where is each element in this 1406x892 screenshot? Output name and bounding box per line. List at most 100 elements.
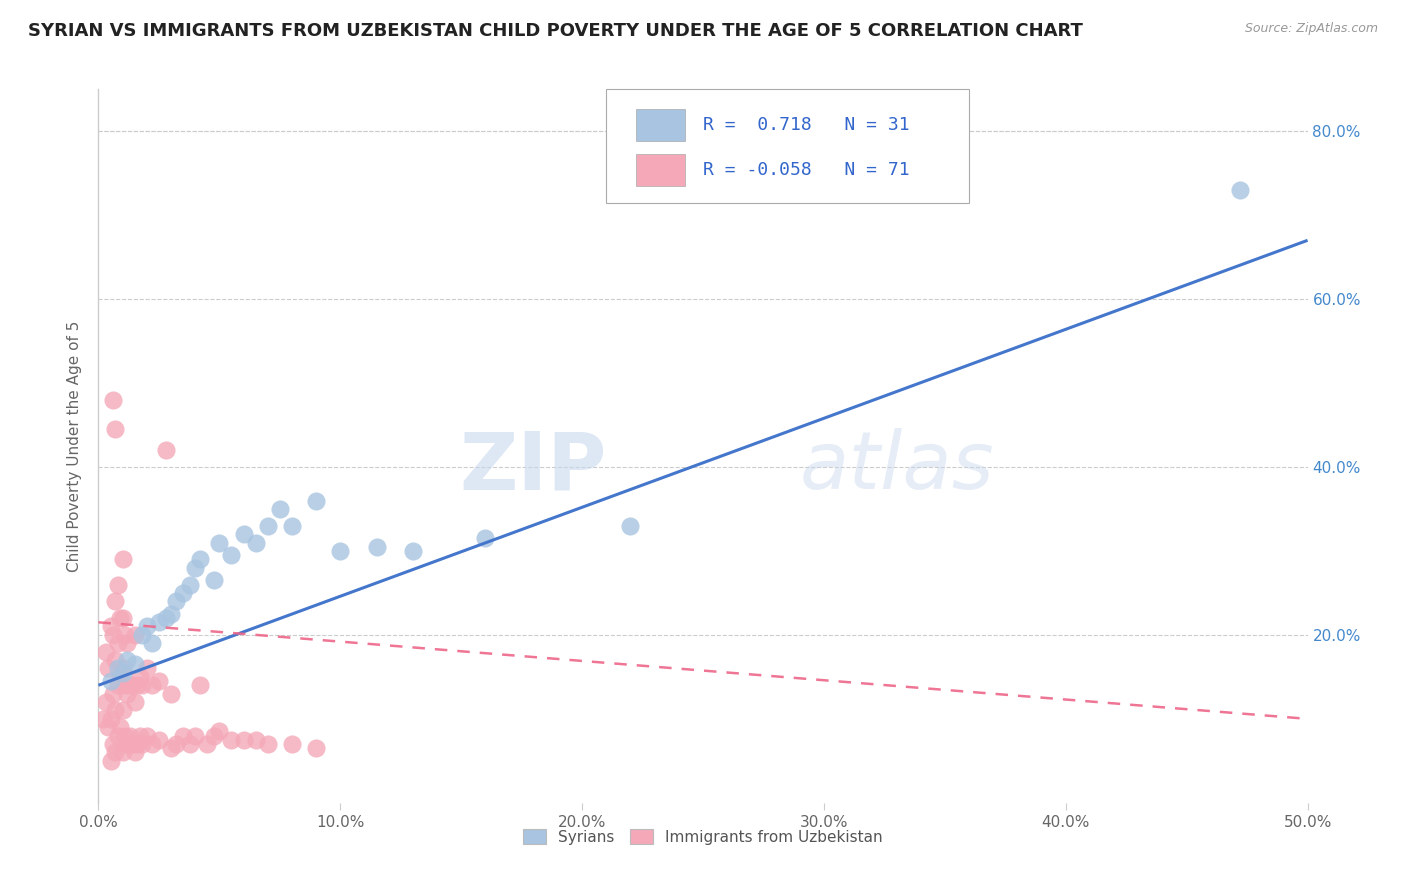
Point: [474, 532, 496, 546]
Point: [104, 422, 127, 436]
Point: [117, 687, 139, 701]
Point: [184, 560, 207, 574]
Point: [131, 737, 153, 751]
Point: [256, 518, 278, 533]
Point: [204, 729, 226, 743]
Point: [135, 729, 157, 743]
Point: [188, 552, 211, 566]
Point: [111, 552, 134, 566]
Point: [160, 687, 183, 701]
Point: [128, 729, 150, 743]
Point: [128, 670, 150, 684]
Point: [97, 720, 120, 734]
Point: [245, 535, 267, 549]
Point: [121, 678, 143, 692]
Point: [107, 636, 129, 650]
Y-axis label: Child Poverty Under the Age of 5: Child Poverty Under the Age of 5: [67, 320, 83, 572]
Point: [165, 737, 187, 751]
Point: [108, 670, 131, 684]
Point: [281, 518, 304, 533]
Point: [141, 737, 163, 751]
Point: [101, 737, 124, 751]
Point: [148, 732, 170, 747]
Point: [108, 611, 131, 625]
FancyBboxPatch shape: [637, 109, 685, 141]
Point: [221, 548, 243, 562]
Point: [100, 674, 122, 689]
Point: [305, 741, 328, 756]
Point: [104, 653, 127, 667]
Point: [141, 678, 163, 692]
Point: [131, 678, 153, 692]
Point: [111, 611, 134, 625]
Legend: Syrians, Immigrants from Uzbekistan: Syrians, Immigrants from Uzbekistan: [516, 821, 890, 852]
Point: [100, 754, 122, 768]
Point: [208, 724, 231, 739]
Point: [1229, 183, 1251, 197]
Point: [148, 615, 170, 630]
Point: [107, 577, 129, 591]
Point: [121, 737, 143, 751]
Point: [160, 607, 183, 621]
Point: [155, 611, 177, 625]
Point: [232, 527, 254, 541]
Point: [172, 729, 194, 743]
Point: [179, 577, 201, 591]
FancyBboxPatch shape: [637, 154, 685, 186]
Point: [127, 678, 149, 692]
Point: [141, 636, 163, 650]
Point: [329, 544, 352, 558]
Point: [155, 443, 177, 458]
Point: [100, 619, 122, 633]
Text: R = -0.058   N = 71: R = -0.058 N = 71: [703, 161, 910, 179]
Point: [172, 586, 194, 600]
Point: [94, 645, 117, 659]
Point: [118, 678, 141, 692]
Point: [114, 729, 136, 743]
Point: [127, 737, 149, 751]
Text: Source: ZipAtlas.com: Source: ZipAtlas.com: [1244, 22, 1378, 36]
Point: [135, 619, 157, 633]
FancyBboxPatch shape: [606, 89, 969, 203]
Point: [269, 502, 291, 516]
Point: [179, 737, 201, 751]
Point: [107, 729, 129, 743]
Point: [111, 661, 134, 675]
Point: [107, 661, 129, 675]
Point: [188, 678, 211, 692]
Point: [221, 732, 243, 747]
Point: [94, 695, 117, 709]
Point: [114, 628, 136, 642]
Text: ZIP: ZIP: [458, 428, 606, 507]
Point: [101, 628, 124, 642]
Point: [184, 729, 207, 743]
Point: [97, 661, 120, 675]
Point: [117, 737, 139, 751]
Point: [101, 687, 124, 701]
Point: [124, 695, 146, 709]
Point: [111, 746, 134, 760]
Point: [135, 661, 157, 675]
Point: [195, 737, 218, 751]
Point: [111, 703, 134, 717]
Point: [107, 678, 129, 692]
Point: [118, 729, 141, 743]
Point: [124, 628, 146, 642]
Point: [100, 712, 122, 726]
Point: [117, 636, 139, 650]
Point: [305, 493, 328, 508]
Point: [108, 720, 131, 734]
Point: [366, 540, 388, 554]
Point: [619, 518, 641, 533]
Point: [111, 665, 134, 680]
Point: [104, 594, 127, 608]
Point: [165, 594, 187, 608]
Point: [91, 712, 114, 726]
Point: [124, 746, 146, 760]
Point: [101, 392, 124, 407]
Point: [402, 544, 425, 558]
Point: [104, 746, 127, 760]
Point: [114, 678, 136, 692]
Point: [104, 703, 127, 717]
Point: [204, 574, 226, 588]
